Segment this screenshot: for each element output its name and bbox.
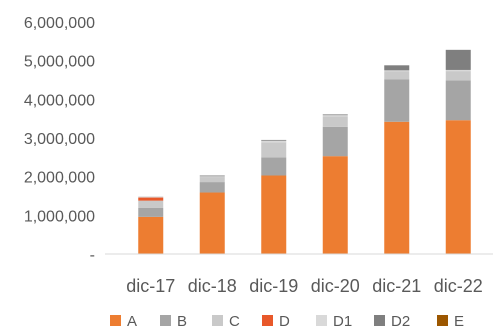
bar-stack-dic-18 <box>199 175 225 254</box>
bar-stacks <box>138 49 471 254</box>
legend-label: B <box>177 313 187 328</box>
legend-swatch <box>110 315 121 326</box>
legend-item-D1: D1 <box>316 313 352 328</box>
legend-label: D2 <box>391 313 410 328</box>
legend-item-E: E <box>437 313 464 328</box>
bar-segment-C-dic-19 <box>261 142 287 158</box>
bar-segment-A-dic-22 <box>445 120 471 254</box>
y-tick-label: 5,000,000 <box>24 54 95 71</box>
bar-segment-D1-dic-19 <box>261 140 287 143</box>
bar-segment-D1-dic-22 <box>445 69 471 72</box>
y-tick-label: 3,000,000 <box>24 131 95 148</box>
bar-stack-dic-21 <box>384 65 410 254</box>
y-tick-label: 1,000,000 <box>24 208 95 225</box>
y-tick-label: 4,000,000 <box>24 92 95 109</box>
legend-swatch <box>374 315 385 326</box>
legend: A B C D D1 D2 E <box>110 313 464 328</box>
x-tick-label: dic-19 <box>249 276 298 296</box>
bar-segment-A-dic-20 <box>322 156 348 254</box>
legend-item-B: B <box>160 313 187 328</box>
legend-swatch <box>262 315 273 326</box>
bar-segment-C-dic-22 <box>445 71 471 81</box>
bar-stack-dic-22 <box>445 49 471 254</box>
bar-segment-D2-dic-21 <box>384 65 410 71</box>
legend-item-D2: D2 <box>374 313 410 328</box>
bar-segment-C-dic-21 <box>384 71 410 80</box>
legend-label: A <box>127 313 137 328</box>
bar-segment-D1-dic-18 <box>199 176 225 178</box>
bar-segment-A-dic-18 <box>199 192 225 254</box>
bar-stack-dic-17 <box>138 196 164 254</box>
y-axis: - 1,000,000 2,000,000 3,000,000 4,000,000 5,0… <box>24 15 95 264</box>
legend-swatch <box>160 315 171 326</box>
legend-label: C <box>229 313 240 328</box>
bar-segment-D1-dic-20 <box>322 115 348 117</box>
bar-segment-D2-dic-22 <box>445 49 471 70</box>
bar-segment-D2-dic-18 <box>199 175 225 177</box>
bar-segment-D2-dic-19 <box>261 139 287 141</box>
legend-item-C: C <box>212 313 240 328</box>
bar-segment-D2-dic-20 <box>322 114 348 116</box>
y-tick-label: 6,000,000 <box>24 15 95 32</box>
bar-stack-dic-19 <box>261 139 287 254</box>
bar-segment-D1-dic-17 <box>138 196 164 198</box>
bar-segment-B-dic-19 <box>261 157 287 176</box>
bar-segment-C-dic-17 <box>138 200 164 208</box>
y-tick-label: - <box>90 247 95 264</box>
bar-segment-A-dic-17 <box>138 216 164 254</box>
x-tick-label: dic-20 <box>311 276 360 296</box>
legend-swatch <box>437 315 448 326</box>
x-tick-label: dic-17 <box>126 276 175 296</box>
legend-item-A: A <box>110 313 137 328</box>
bar-segment-A-dic-21 <box>384 121 410 254</box>
bar-segment-C-dic-18 <box>199 177 225 183</box>
bar-segment-B-dic-17 <box>138 207 164 217</box>
bar-segment-B-dic-20 <box>322 126 348 157</box>
y-tick-label: 2,000,000 <box>24 170 95 187</box>
bar-segment-D1-dic-21 <box>384 70 410 72</box>
bar-segment-B-dic-21 <box>384 79 410 122</box>
bar-segment-B-dic-18 <box>199 182 225 193</box>
legend-label: D <box>279 313 290 328</box>
legend-item-D: D <box>262 313 290 328</box>
legend-swatch <box>316 315 327 326</box>
bar-segment-D-dic-17 <box>138 197 164 201</box>
legend-swatch <box>212 315 223 326</box>
legend-label: E <box>454 313 464 328</box>
x-axis: dic-17 dic-18 dic-19 dic-20 dic-21 dic-22 <box>105 253 493 296</box>
bar-segment-B-dic-22 <box>445 80 471 121</box>
bar-segment-A-dic-19 <box>261 175 287 254</box>
bar-stack-dic-20 <box>322 114 348 254</box>
legend-label: D1 <box>333 313 352 328</box>
bar-segment-C-dic-20 <box>322 116 348 127</box>
x-tick-label: dic-18 <box>188 276 237 296</box>
x-tick-label: dic-22 <box>434 276 483 296</box>
x-tick-label: dic-21 <box>372 276 421 296</box>
